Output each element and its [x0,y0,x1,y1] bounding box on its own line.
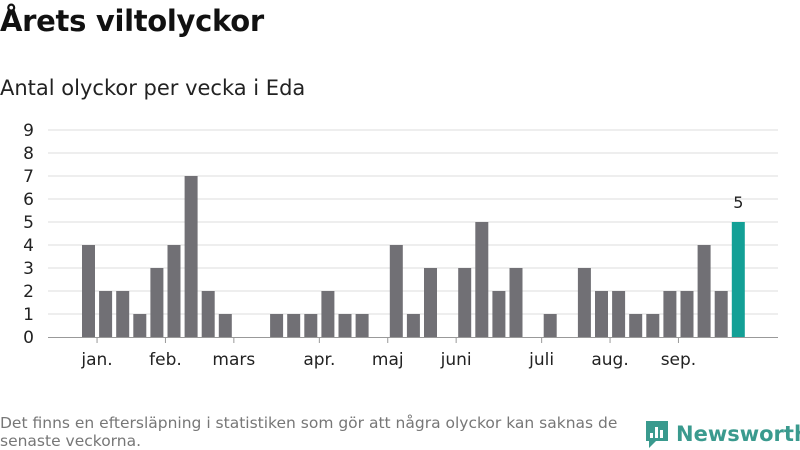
brand-name: Newsworthy [676,422,800,446]
y-tick-label: 3 [23,259,34,279]
bar [577,268,591,337]
x-tick-label: aug. [591,350,628,370]
y-tick-label: 9 [23,121,34,141]
y-tick-label: 7 [23,167,34,187]
y-tick-label: 0 [23,328,34,348]
bar [389,245,403,337]
x-tick-label: mars [212,350,255,370]
brand-logo[interactable]: Newsworthy [644,418,800,450]
x-tick-label: juni [440,350,472,370]
y-tick-label: 5 [23,213,34,233]
bar [492,291,506,337]
bar [167,245,181,337]
bar [99,291,113,337]
bar [663,291,677,337]
bar [321,291,335,337]
bar [218,314,232,337]
bar [543,314,557,337]
y-tick-label: 1 [23,305,34,325]
x-tick-label: maj [372,350,404,370]
y-tick-label: 4 [23,236,34,256]
footnote: Det finns en eftersläpning i statistiken… [0,414,618,450]
bar [82,245,95,337]
x-tick-label: juli [528,350,554,370]
x-tick-label: jan. [80,350,112,370]
x-tick-label: sep. [661,350,697,370]
bar [184,176,198,337]
bar [680,291,694,337]
bar [714,291,728,337]
bar [304,314,318,337]
chart-subtitle: Antal olyckor per vecka i Eda [0,76,306,100]
y-tick-label: 6 [23,190,34,210]
x-tick-label: apr. [303,350,335,370]
bar [201,291,215,337]
data-label: 5 [733,193,743,212]
bar [424,268,437,337]
y-tick-label: 8 [23,144,34,164]
bar [612,291,626,337]
bar [509,268,523,337]
bar [270,314,284,337]
bar [116,291,130,337]
bar-chart: 0 1 2 3 4 5 6 7 8 9 5 jan. feb. mars apr. maj juni juli au… [23,121,778,370]
bar [287,314,301,337]
bar-current-week [731,222,745,337]
bar [475,222,489,337]
bar [338,314,352,337]
bar [629,314,643,337]
newsworthy-logo-icon [646,421,668,448]
page-title: Årets viltolyckor [0,4,264,38]
bar [150,268,164,337]
bar [406,314,420,337]
bar [133,314,147,337]
bar [355,314,369,337]
bar [697,245,711,337]
y-tick-label: 2 [23,282,34,302]
x-tick-label: feb. [149,350,182,370]
bar [595,291,608,337]
bar [646,314,660,337]
bar [458,268,472,337]
